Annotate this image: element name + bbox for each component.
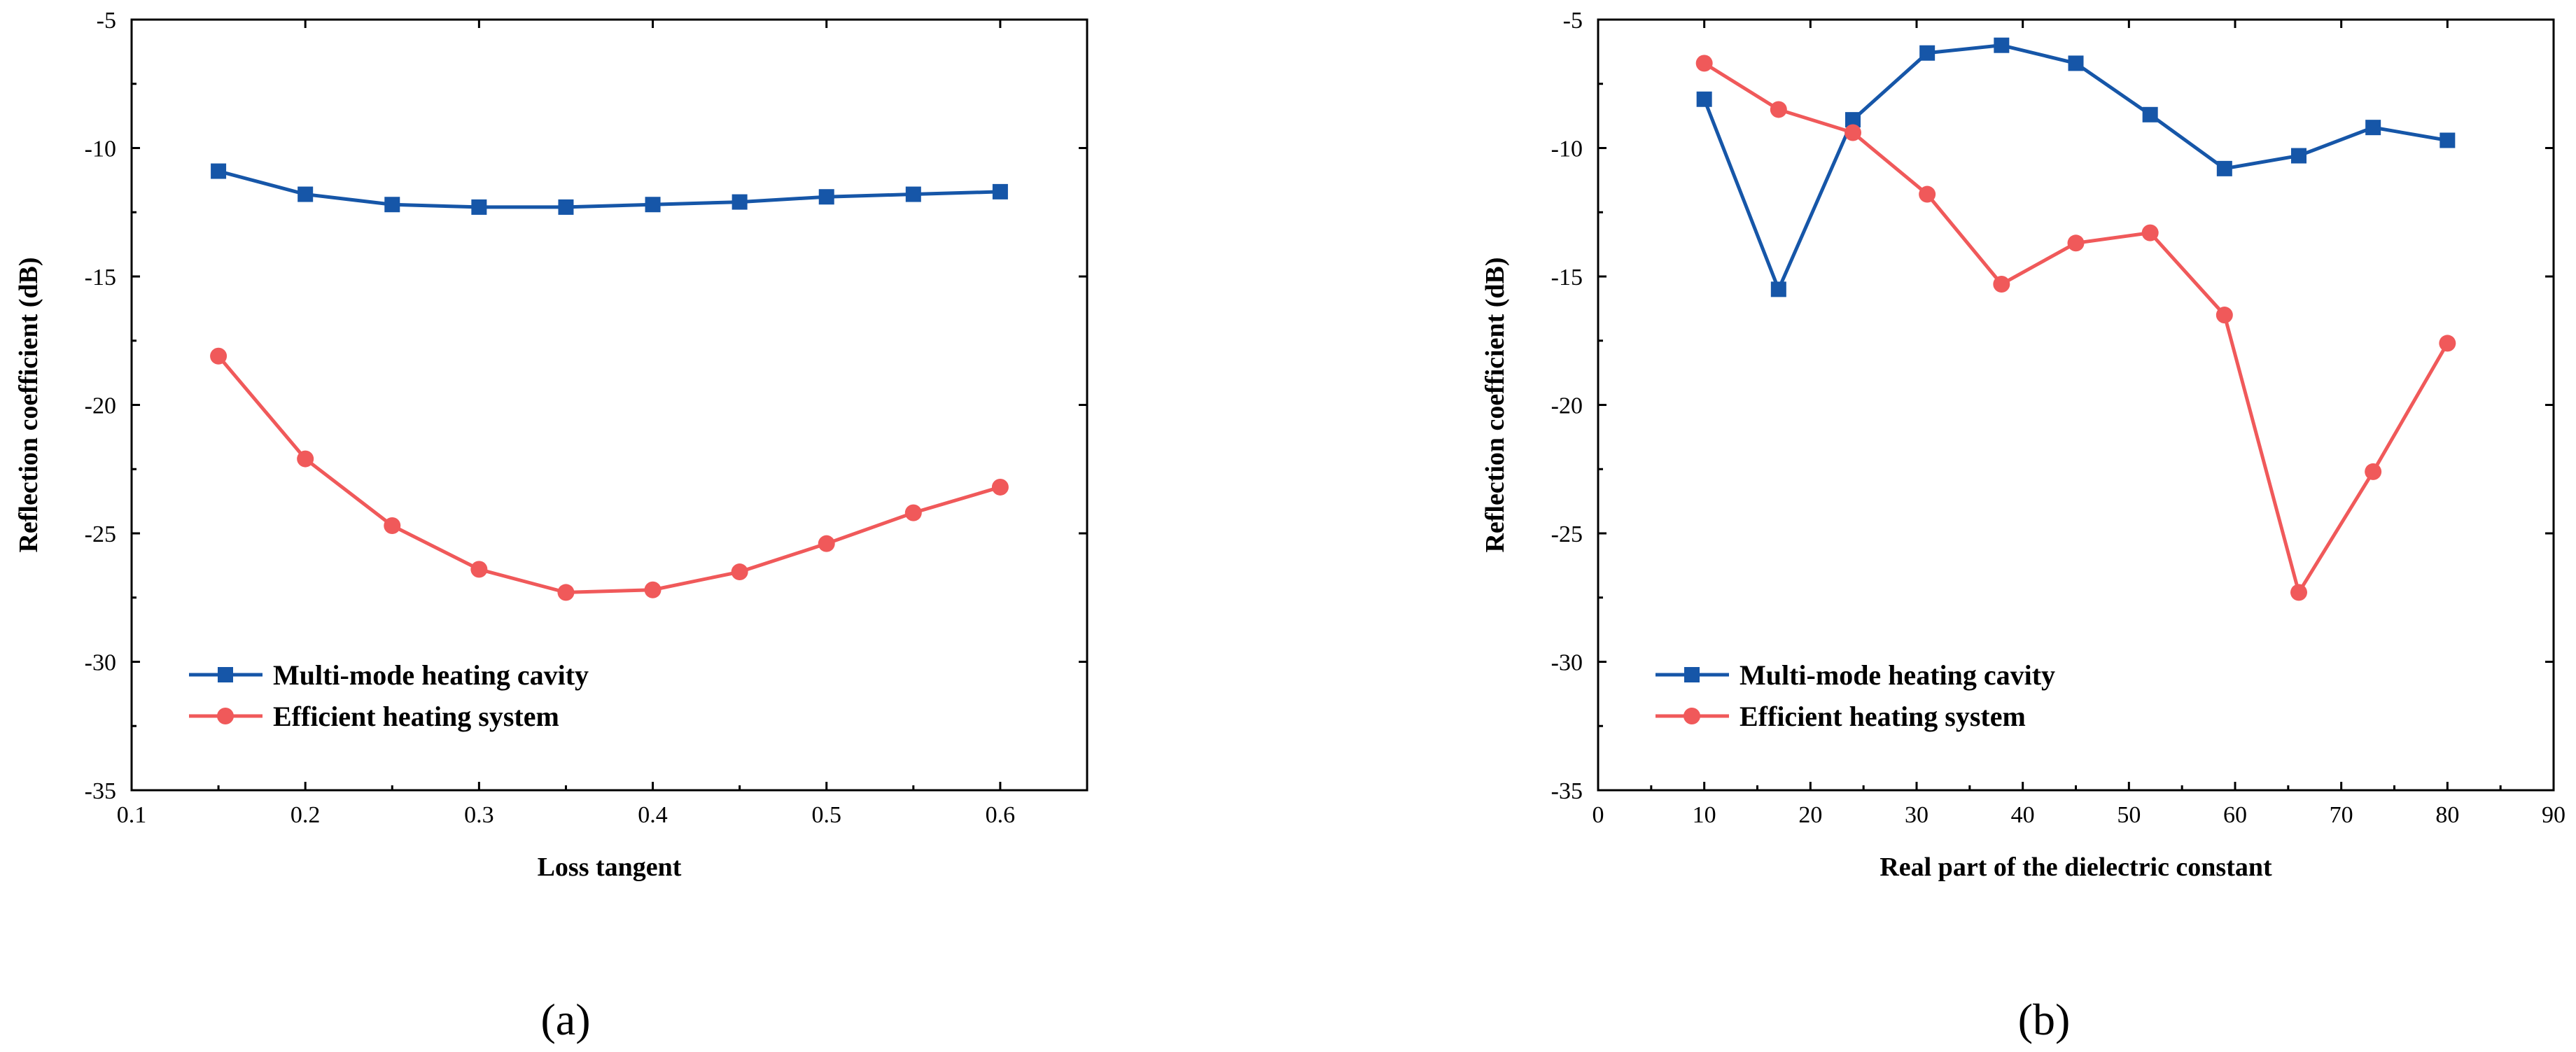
x-tick-label: 0.4 bbox=[638, 802, 668, 828]
y-axis-title: Reflection coefficient (dB) bbox=[14, 257, 43, 552]
x-tick-label: 0.6 bbox=[986, 802, 1016, 828]
y-tick-label: -25 bbox=[1551, 521, 1583, 547]
data-point-circle bbox=[904, 504, 922, 521]
y-tick-label: -30 bbox=[1551, 650, 1583, 676]
data-point-square bbox=[2440, 132, 2456, 148]
y-axis-title: Reflection coefficient (dB) bbox=[1480, 257, 1510, 552]
y-tick-label: -25 bbox=[85, 521, 116, 547]
x-tick-label: 10 bbox=[1693, 802, 1716, 828]
x-tick-label: 20 bbox=[1798, 802, 1822, 828]
data-point-circle bbox=[818, 535, 835, 552]
x-tick-label: 0.2 bbox=[290, 802, 321, 828]
legend-marker-circle bbox=[1684, 708, 1700, 724]
data-point-square bbox=[1919, 45, 1935, 61]
data-point-square bbox=[905, 186, 921, 202]
panel-b: 0 10 20 30 40 50 60 70 80 90 -35 -30 -25 -20 -15 -10 -5 R… bbox=[1480, 8, 2566, 1044]
data-point-circle bbox=[1993, 276, 2010, 293]
y-tick-label: -20 bbox=[1551, 393, 1583, 419]
y-tick-label: -15 bbox=[1551, 265, 1583, 290]
data-point-circle bbox=[1844, 124, 1861, 141]
y-tick-label: -10 bbox=[85, 136, 116, 162]
legend-marker-square bbox=[1684, 667, 1700, 682]
series-line bbox=[1702, 43, 2448, 294]
data-point-circle bbox=[2141, 224, 2159, 241]
series-line bbox=[217, 355, 1001, 594]
legend-label: Multi-mode heating cavity bbox=[273, 659, 589, 691]
legend-marker-square bbox=[218, 667, 233, 682]
y-tick-label: -20 bbox=[85, 393, 116, 419]
data-point-square bbox=[645, 197, 661, 213]
y-tick-label: -30 bbox=[85, 650, 116, 676]
legend-marker-circle bbox=[217, 708, 234, 724]
x-tick-label: 50 bbox=[2117, 802, 2141, 828]
data-point-square bbox=[2142, 106, 2158, 122]
data-point-square bbox=[2216, 160, 2232, 176]
data-point-circle bbox=[2067, 234, 2085, 252]
y-tick-label: -35 bbox=[1551, 778, 1583, 804]
data-point-square bbox=[732, 194, 748, 210]
x-tick-label: 30 bbox=[1905, 802, 1928, 828]
x-tick-label: 70 bbox=[2330, 802, 2353, 828]
data-point-circle bbox=[557, 584, 575, 601]
y-tick-label: -10 bbox=[1551, 136, 1583, 162]
legend-label: Efficient heating system bbox=[273, 701, 559, 732]
panel-a: 0.1 0.2 0.3 0.4 0.5 0.6 -35 -30 -25 -20 -15 -10 -5 Lo… bbox=[14, 8, 1088, 1044]
data-point-circle bbox=[2439, 335, 2456, 352]
x-tick-label: 0.1 bbox=[117, 802, 147, 828]
data-point-circle bbox=[2216, 307, 2233, 324]
data-point-circle bbox=[297, 450, 314, 468]
data-point-square bbox=[2068, 55, 2084, 71]
y-tick-label: -35 bbox=[85, 778, 116, 804]
data-point-square bbox=[2291, 148, 2306, 164]
data-point-square bbox=[1770, 281, 1786, 297]
data-point-circle bbox=[644, 581, 662, 598]
data-point-square bbox=[558, 199, 574, 215]
y-tick-label: -5 bbox=[97, 8, 116, 34]
data-point-square bbox=[211, 163, 227, 179]
data-point-square bbox=[818, 189, 834, 205]
data-point-square bbox=[992, 183, 1008, 199]
data-point-circle bbox=[470, 561, 488, 578]
data-point-circle bbox=[210, 347, 227, 365]
data-point-square bbox=[2365, 120, 2381, 136]
data-point-circle bbox=[991, 478, 1009, 496]
data-point-circle bbox=[1695, 55, 1713, 72]
data-point-circle bbox=[2290, 584, 2307, 601]
data-point-circle bbox=[1770, 101, 1787, 118]
x-tick-label: 80 bbox=[2435, 802, 2459, 828]
x-tick-label: 0 bbox=[1592, 802, 1604, 828]
x-axis-title: Loss tangent bbox=[538, 853, 682, 882]
data-point-square bbox=[1696, 91, 1712, 107]
legend-label: Multi-mode heating cavity bbox=[1740, 659, 2055, 691]
x-tick-label: 40 bbox=[2011, 802, 2035, 828]
x-tick-label: 90 bbox=[2542, 802, 2566, 828]
x-tick-label: 0.3 bbox=[464, 802, 494, 828]
y-tick-label: -15 bbox=[85, 265, 116, 290]
y-tick-label: -5 bbox=[1563, 8, 1583, 34]
data-point-circle bbox=[384, 517, 401, 534]
data-point-circle bbox=[2365, 463, 2382, 480]
legend-label: Efficient heating system bbox=[1740, 701, 2026, 732]
panel-label: (a) bbox=[540, 995, 590, 1044]
x-axis-title: Real part of the dielectric constant bbox=[1879, 853, 2272, 882]
data-point-square bbox=[1994, 37, 2010, 53]
data-point-square bbox=[1845, 112, 1861, 128]
data-point-square bbox=[471, 199, 487, 215]
data-point-square bbox=[298, 186, 314, 202]
data-point-circle bbox=[731, 563, 748, 581]
series-line bbox=[218, 169, 1000, 209]
x-tick-label: 60 bbox=[2223, 802, 2247, 828]
data-point-square bbox=[384, 197, 400, 213]
panel-label: (b) bbox=[2018, 995, 2071, 1044]
data-point-circle bbox=[1919, 185, 1936, 203]
x-tick-label: 0.5 bbox=[811, 802, 841, 828]
